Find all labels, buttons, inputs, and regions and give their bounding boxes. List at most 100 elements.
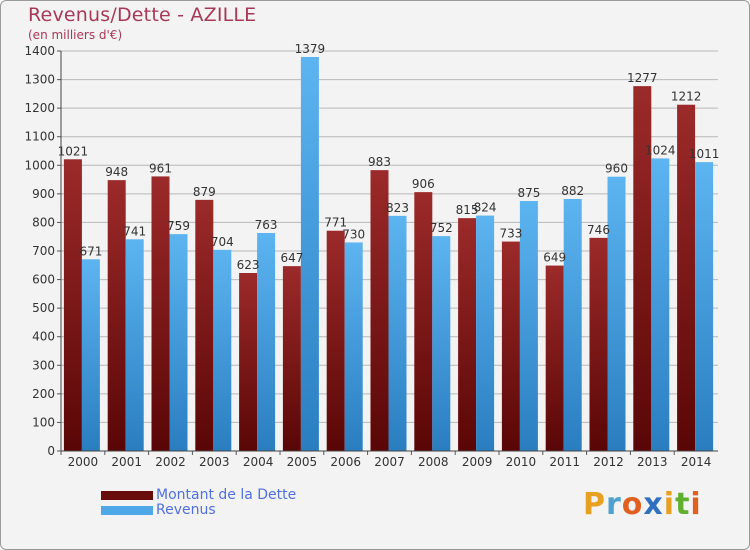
bar-revenus bbox=[651, 158, 670, 451]
y-tick-label: 100 bbox=[32, 415, 55, 429]
x-tick-label: 2014 bbox=[681, 455, 712, 469]
logo-letter: i bbox=[690, 487, 702, 522]
bar-revenus bbox=[300, 57, 319, 451]
x-tick-label: 2009 bbox=[462, 455, 493, 469]
data-label-revenus: 824 bbox=[474, 201, 497, 215]
legend-swatch-revenus bbox=[101, 505, 153, 515]
x-tick-label: 2003 bbox=[199, 455, 230, 469]
data-label-revenus: 1011 bbox=[689, 147, 720, 161]
bar-dette bbox=[107, 180, 126, 451]
y-tick-label: 1000 bbox=[24, 158, 55, 172]
legend-label-dette: Montant de la Dette bbox=[156, 487, 297, 503]
data-label-revenus: 730 bbox=[342, 227, 365, 241]
bar-revenus bbox=[476, 215, 495, 451]
data-label-revenus: 960 bbox=[605, 162, 628, 176]
bar-revenus bbox=[432, 236, 451, 451]
data-label-revenus: 875 bbox=[517, 186, 540, 200]
data-label-dette: 733 bbox=[499, 227, 522, 241]
bar-dette bbox=[239, 273, 258, 451]
bar-revenus bbox=[213, 249, 232, 451]
y-tick-label: 300 bbox=[32, 358, 55, 372]
bar-revenus bbox=[388, 215, 407, 451]
chart-title: Revenus/Dette - AZILLE bbox=[28, 4, 257, 26]
bar-dette bbox=[195, 199, 214, 451]
y-tick-label: 700 bbox=[32, 244, 55, 258]
bar-dette bbox=[589, 237, 608, 451]
legend-item-dette: Montant de la Dette bbox=[101, 487, 296, 503]
bar-dette bbox=[633, 86, 652, 452]
data-label-dette: 623 bbox=[237, 258, 260, 272]
data-label-revenus: 741 bbox=[123, 224, 146, 238]
legend-label-revenus: Revenus bbox=[156, 502, 216, 518]
x-tick-label: 2008 bbox=[418, 455, 449, 469]
data-label-dette: 906 bbox=[412, 177, 435, 191]
logo-letter: i bbox=[663, 487, 676, 522]
data-label-revenus: 763 bbox=[255, 218, 278, 232]
data-label-revenus: 704 bbox=[211, 235, 234, 249]
data-label-revenus: 823 bbox=[386, 201, 409, 215]
x-tick-label: 2013 bbox=[637, 455, 668, 469]
x-tick-label: 2004 bbox=[243, 455, 274, 469]
y-tick-label: 600 bbox=[32, 273, 55, 287]
bar-dette bbox=[370, 170, 389, 451]
y-tick-label: 200 bbox=[32, 387, 55, 401]
data-label-dette: 1277 bbox=[627, 71, 658, 85]
logo-letter: t bbox=[675, 487, 691, 522]
bar-dette bbox=[63, 159, 82, 452]
bar-dette bbox=[151, 176, 170, 451]
data-label-dette: 983 bbox=[368, 155, 391, 169]
bar-revenus bbox=[695, 162, 714, 451]
logo-letter: o bbox=[621, 487, 644, 522]
y-tick-label: 900 bbox=[32, 187, 55, 201]
data-label-dette: 948 bbox=[105, 165, 128, 179]
bar-revenus bbox=[257, 233, 276, 451]
data-label-dette: 879 bbox=[193, 185, 216, 199]
x-tick-label: 2006 bbox=[330, 455, 361, 469]
legend-swatch-dette bbox=[101, 490, 153, 500]
x-tick-label: 2011 bbox=[549, 455, 580, 469]
data-label-dette: 771 bbox=[324, 216, 347, 230]
chart-subtitle: (en milliers d'€) bbox=[28, 28, 123, 42]
logo-letter: x bbox=[643, 487, 664, 522]
x-tick-label: 2001 bbox=[111, 455, 142, 469]
bar-revenus bbox=[607, 176, 626, 451]
bar-revenus bbox=[125, 239, 144, 451]
bar-dette bbox=[677, 104, 696, 451]
proxiti-logo: Proxiti bbox=[583, 487, 702, 522]
logo-letter: P bbox=[583, 487, 606, 522]
x-tick-label: 2005 bbox=[287, 455, 318, 469]
y-tick-label: 400 bbox=[32, 330, 55, 344]
y-tick-label: 1200 bbox=[24, 101, 55, 115]
data-label-dette: 649 bbox=[543, 251, 566, 265]
bar-revenus bbox=[563, 199, 582, 451]
x-tick-label: 2007 bbox=[374, 455, 405, 469]
bar-revenus bbox=[81, 259, 100, 451]
x-tick-label: 2010 bbox=[506, 455, 537, 469]
y-tick-label: 500 bbox=[32, 301, 55, 315]
data-label-revenus: 1379 bbox=[295, 42, 326, 56]
y-tick-label: 1400 bbox=[24, 44, 55, 58]
bar-dette bbox=[501, 241, 520, 451]
y-tick-label: 1300 bbox=[24, 73, 55, 87]
data-label-dette: 961 bbox=[149, 161, 172, 175]
y-tick-label: 0 bbox=[47, 444, 55, 458]
bar-dette bbox=[458, 218, 477, 451]
data-label-dette: 647 bbox=[280, 251, 303, 265]
data-label-revenus: 671 bbox=[79, 244, 102, 258]
y-tick-label: 800 bbox=[32, 215, 55, 229]
data-label-dette: 815 bbox=[456, 203, 479, 217]
data-label-revenus: 759 bbox=[167, 219, 190, 233]
bar-revenus bbox=[344, 242, 363, 451]
data-label-revenus: 882 bbox=[561, 184, 584, 198]
y-tick-label: 1100 bbox=[24, 130, 55, 144]
bar-dette bbox=[545, 265, 564, 451]
data-label-dette: 1212 bbox=[671, 90, 702, 104]
x-tick-label: 2012 bbox=[593, 455, 624, 469]
bar-dette bbox=[282, 266, 301, 451]
x-tick-label: 2002 bbox=[155, 455, 186, 469]
bar-dette bbox=[326, 230, 345, 451]
data-label-dette: 746 bbox=[587, 223, 610, 237]
data-label-revenus: 1024 bbox=[645, 143, 676, 157]
